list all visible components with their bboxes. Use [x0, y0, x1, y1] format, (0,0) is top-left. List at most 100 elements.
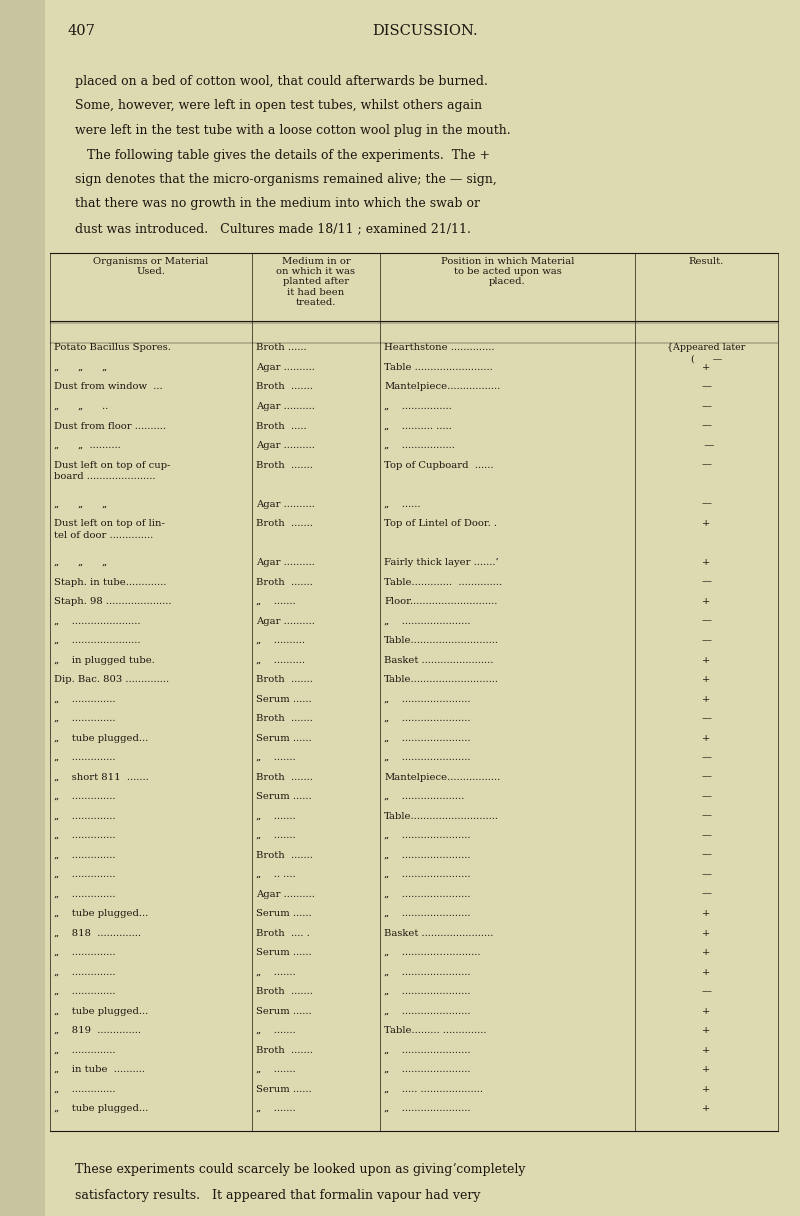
- Text: „    tube plugged...: „ tube plugged...: [54, 910, 148, 918]
- Text: „    ................: „ ................: [384, 402, 452, 411]
- Text: Broth  .......: Broth .......: [256, 519, 313, 528]
- Text: „    short 811  .......: „ short 811 .......: [54, 772, 149, 782]
- Text: —: —: [702, 617, 711, 625]
- Text: „    ......................: „ ......................: [384, 714, 470, 724]
- Text: „    .......: „ .......: [256, 597, 296, 606]
- Text: —: —: [702, 383, 711, 392]
- Text: These experiments could scarcely be looked upon as givingʼcompletely: These experiments could scarcely be look…: [75, 1162, 526, 1176]
- Text: „    ......................: „ ......................: [384, 1046, 470, 1054]
- Text: „    ..............: „ ..............: [54, 869, 115, 879]
- Text: Table............................: Table............................: [384, 636, 499, 644]
- Text: Position in which Material
to be acted upon was
placed.: Position in which Material to be acted u…: [441, 257, 574, 286]
- Text: Broth  .......: Broth .......: [256, 772, 313, 782]
- Text: „    ..............: „ ..............: [54, 889, 115, 899]
- Text: „    .......: „ .......: [256, 1065, 296, 1074]
- Text: „    tube plugged...: „ tube plugged...: [54, 1007, 148, 1015]
- Text: „    ......................: „ ......................: [384, 869, 470, 879]
- Text: were left in the test tube with a loose cotton wool plug in the mouth.: were left in the test tube with a loose …: [75, 124, 510, 137]
- Text: —: —: [702, 811, 711, 821]
- Text: „    ......................: „ ......................: [384, 889, 470, 899]
- Text: —: —: [702, 753, 711, 762]
- Text: „    in plugged tube.: „ in plugged tube.: [54, 655, 155, 664]
- Text: The following table gives the details of the experiments.  The +: The following table gives the details of…: [75, 148, 490, 162]
- Text: „    ......................: „ ......................: [384, 1065, 470, 1074]
- Text: „    ...........…...........: „ ...........…...........: [384, 948, 481, 957]
- Text: „    ..............: „ ..............: [54, 1046, 115, 1054]
- Text: Dust from window  ...: Dust from window ...: [54, 383, 162, 392]
- Text: Agar ..........: Agar ..........: [256, 500, 315, 508]
- Text: „    ......................: „ ......................: [384, 910, 470, 918]
- Text: Broth ......: Broth ......: [256, 343, 306, 353]
- Text: —: —: [702, 831, 711, 840]
- Text: Broth  .......: Broth .......: [256, 1046, 313, 1054]
- Text: „    tube plugged...: „ tube plugged...: [54, 1104, 148, 1113]
- Text: Broth  .......: Broth .......: [256, 850, 313, 860]
- Text: „    ......................: „ ......................: [384, 850, 470, 860]
- Text: sign denotes that the micro-organisms remained alive; the — sign,: sign denotes that the micro-organisms re…: [75, 173, 497, 186]
- Text: —: —: [702, 987, 711, 996]
- Text: +: +: [702, 675, 710, 685]
- Text: Basket .......................: Basket .......................: [384, 655, 494, 664]
- Text: „    tube plugged...: „ tube plugged...: [54, 733, 148, 743]
- Text: Broth  .......: Broth .......: [256, 578, 313, 586]
- Text: —: —: [702, 461, 711, 469]
- Text: „    ..............: „ ..............: [54, 694, 115, 704]
- Text: Table......... ..............: Table......... ..............: [384, 1026, 486, 1035]
- Text: Broth  .... .: Broth .... .: [256, 929, 310, 938]
- Text: Broth  .......: Broth .......: [256, 461, 313, 469]
- Text: —: —: [702, 500, 711, 508]
- Text: Mantelpiece.................: Mantelpiece.................: [384, 772, 500, 782]
- Text: „    ..............: „ ..............: [54, 714, 115, 724]
- Text: „    ..............: „ ..............: [54, 753, 115, 762]
- Text: {Appeared later: {Appeared later: [667, 343, 746, 353]
- Text: „    .................: „ .................: [384, 441, 455, 450]
- Text: Table............................: Table............................: [384, 811, 499, 821]
- Text: DISCUSSION.: DISCUSSION.: [372, 24, 478, 38]
- Text: that there was no growth in the medium into which the swab or: that there was no growth in the medium i…: [75, 197, 480, 210]
- Text: +: +: [702, 694, 710, 704]
- Text: „      „      „: „ „ „: [54, 558, 107, 567]
- Text: „    ......................: „ ......................: [384, 968, 470, 976]
- Text: Dip. Bac. 803 ..............: Dip. Bac. 803 ..............: [54, 675, 169, 685]
- Text: „    ..............: „ ..............: [54, 831, 115, 840]
- Text: Some, however, were left in open test tubes, whilst others again: Some, however, were left in open test tu…: [75, 100, 482, 113]
- Text: Serum ......: Serum ......: [256, 792, 312, 801]
- Bar: [0, 0, 55, 1216]
- Text: „    ..............: „ ..............: [54, 987, 115, 996]
- Text: „    ......................: „ ......................: [54, 617, 141, 625]
- Text: „      „  ..........: „ „ ..........: [54, 441, 121, 450]
- Text: „    ......................: „ ......................: [384, 617, 470, 625]
- Text: +: +: [702, 655, 710, 664]
- Text: „    ......................: „ ......................: [54, 636, 141, 644]
- Text: +: +: [702, 1085, 710, 1093]
- Text: „    ......................: „ ......................: [384, 1007, 470, 1015]
- Text: +: +: [702, 597, 710, 606]
- Text: dust was introduced.   Cultures made 18/11 ; examined 21/11.: dust was introduced. Cultures made 18/11…: [75, 223, 471, 235]
- Text: „    ......................: „ ......................: [384, 987, 470, 996]
- Text: +: +: [702, 1104, 710, 1113]
- Text: —: —: [702, 578, 711, 586]
- Text: „    ..............: „ ..............: [54, 792, 115, 801]
- Text: „      „      „: „ „ „: [54, 364, 107, 372]
- Text: —: —: [702, 889, 711, 899]
- Text: „    ..............: „ ..............: [54, 968, 115, 976]
- Text: tel of door ..............: tel of door ..............: [54, 530, 154, 540]
- Text: „    ..........: „ ..........: [256, 636, 305, 644]
- Text: Potato Bacillus Spores.: Potato Bacillus Spores.: [54, 343, 171, 353]
- Text: „    in tube  ..........: „ in tube ..........: [54, 1065, 145, 1074]
- Text: Broth  .......: Broth .......: [256, 714, 313, 724]
- Text: Serum ......: Serum ......: [256, 733, 312, 743]
- Text: „    .. ....: „ .. ....: [256, 869, 296, 879]
- Text: „    ..........: „ ..........: [256, 655, 305, 664]
- Text: +: +: [702, 519, 710, 528]
- Text: Broth  .......: Broth .......: [256, 675, 313, 685]
- Text: „    ..............: „ ..............: [54, 948, 115, 957]
- Text: „    .......... .....: „ .......... .....: [384, 422, 452, 430]
- Text: —: —: [702, 636, 711, 644]
- Text: Top of Lintel of Door. .: Top of Lintel of Door. .: [384, 519, 497, 528]
- Text: „      „      „: „ „ „: [54, 500, 107, 508]
- Text: +: +: [702, 733, 710, 743]
- Text: „    ......: „ ......: [384, 500, 421, 508]
- Text: Table .........................: Table .........................: [384, 364, 493, 372]
- Text: Hearthstone ..............: Hearthstone ..............: [384, 343, 494, 353]
